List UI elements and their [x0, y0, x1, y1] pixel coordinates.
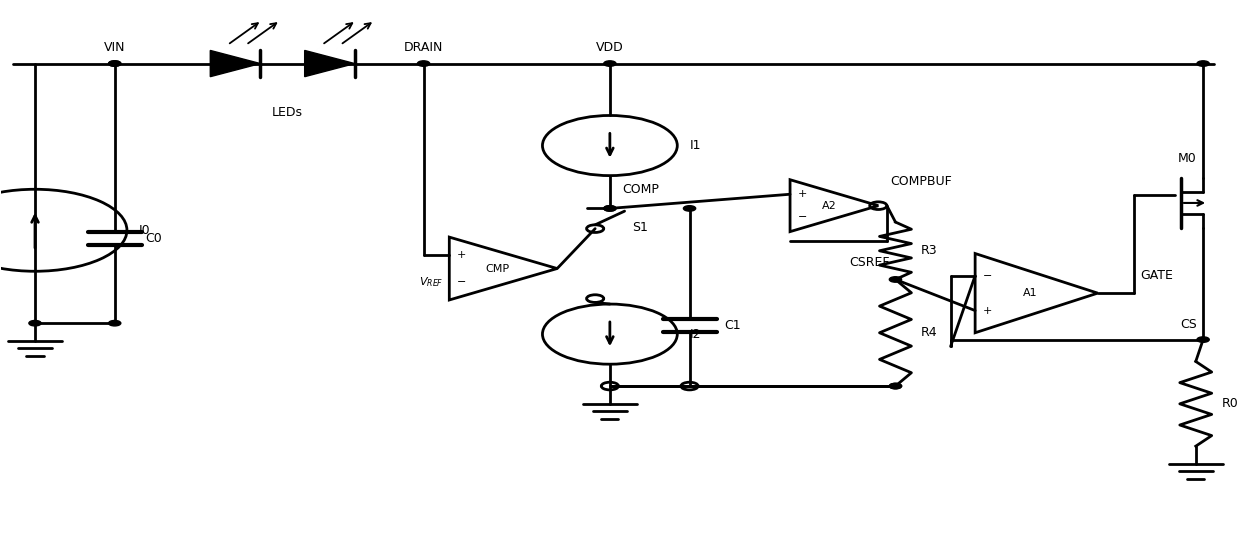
Text: S1: S1 [632, 221, 647, 234]
Circle shape [109, 61, 120, 66]
Text: VIN: VIN [104, 41, 125, 54]
Circle shape [29, 321, 41, 326]
Text: +: + [797, 189, 807, 199]
Polygon shape [305, 50, 355, 77]
Text: A1: A1 [1023, 288, 1038, 298]
Circle shape [418, 61, 430, 66]
Text: +: + [982, 306, 992, 316]
Text: CMP: CMP [486, 264, 510, 273]
Circle shape [889, 383, 901, 389]
Circle shape [604, 61, 616, 66]
Text: R3: R3 [921, 244, 937, 257]
Text: C0: C0 [145, 232, 162, 245]
Polygon shape [211, 50, 260, 77]
Text: R4: R4 [921, 326, 937, 339]
Text: I0: I0 [139, 224, 151, 237]
Text: I2: I2 [689, 328, 701, 341]
Text: COMP: COMP [622, 184, 658, 196]
Circle shape [683, 206, 696, 211]
Text: −: − [982, 271, 992, 281]
Text: GATE: GATE [1141, 269, 1173, 282]
Circle shape [109, 61, 120, 66]
Circle shape [889, 383, 901, 389]
Text: C1: C1 [724, 319, 740, 333]
Text: −: − [797, 212, 807, 222]
Text: DRAIN: DRAIN [404, 41, 443, 54]
Text: CSREF: CSREF [849, 255, 889, 269]
Circle shape [604, 206, 616, 211]
Circle shape [889, 277, 901, 282]
Circle shape [1197, 337, 1209, 342]
Circle shape [604, 206, 616, 211]
Text: LEDs: LEDs [272, 106, 303, 119]
Text: CS: CS [1180, 318, 1197, 332]
Text: −: − [456, 277, 466, 287]
Text: VDD: VDD [596, 41, 624, 54]
Text: R0: R0 [1221, 397, 1239, 410]
Text: I1: I1 [689, 139, 701, 152]
Circle shape [109, 321, 120, 326]
Circle shape [1197, 61, 1209, 66]
Text: +: + [456, 250, 466, 260]
Text: A2: A2 [822, 201, 837, 210]
Text: COMPBUF: COMPBUF [890, 175, 952, 188]
Text: M0: M0 [1177, 152, 1197, 165]
Text: $V_{REF}$: $V_{REF}$ [419, 276, 443, 289]
